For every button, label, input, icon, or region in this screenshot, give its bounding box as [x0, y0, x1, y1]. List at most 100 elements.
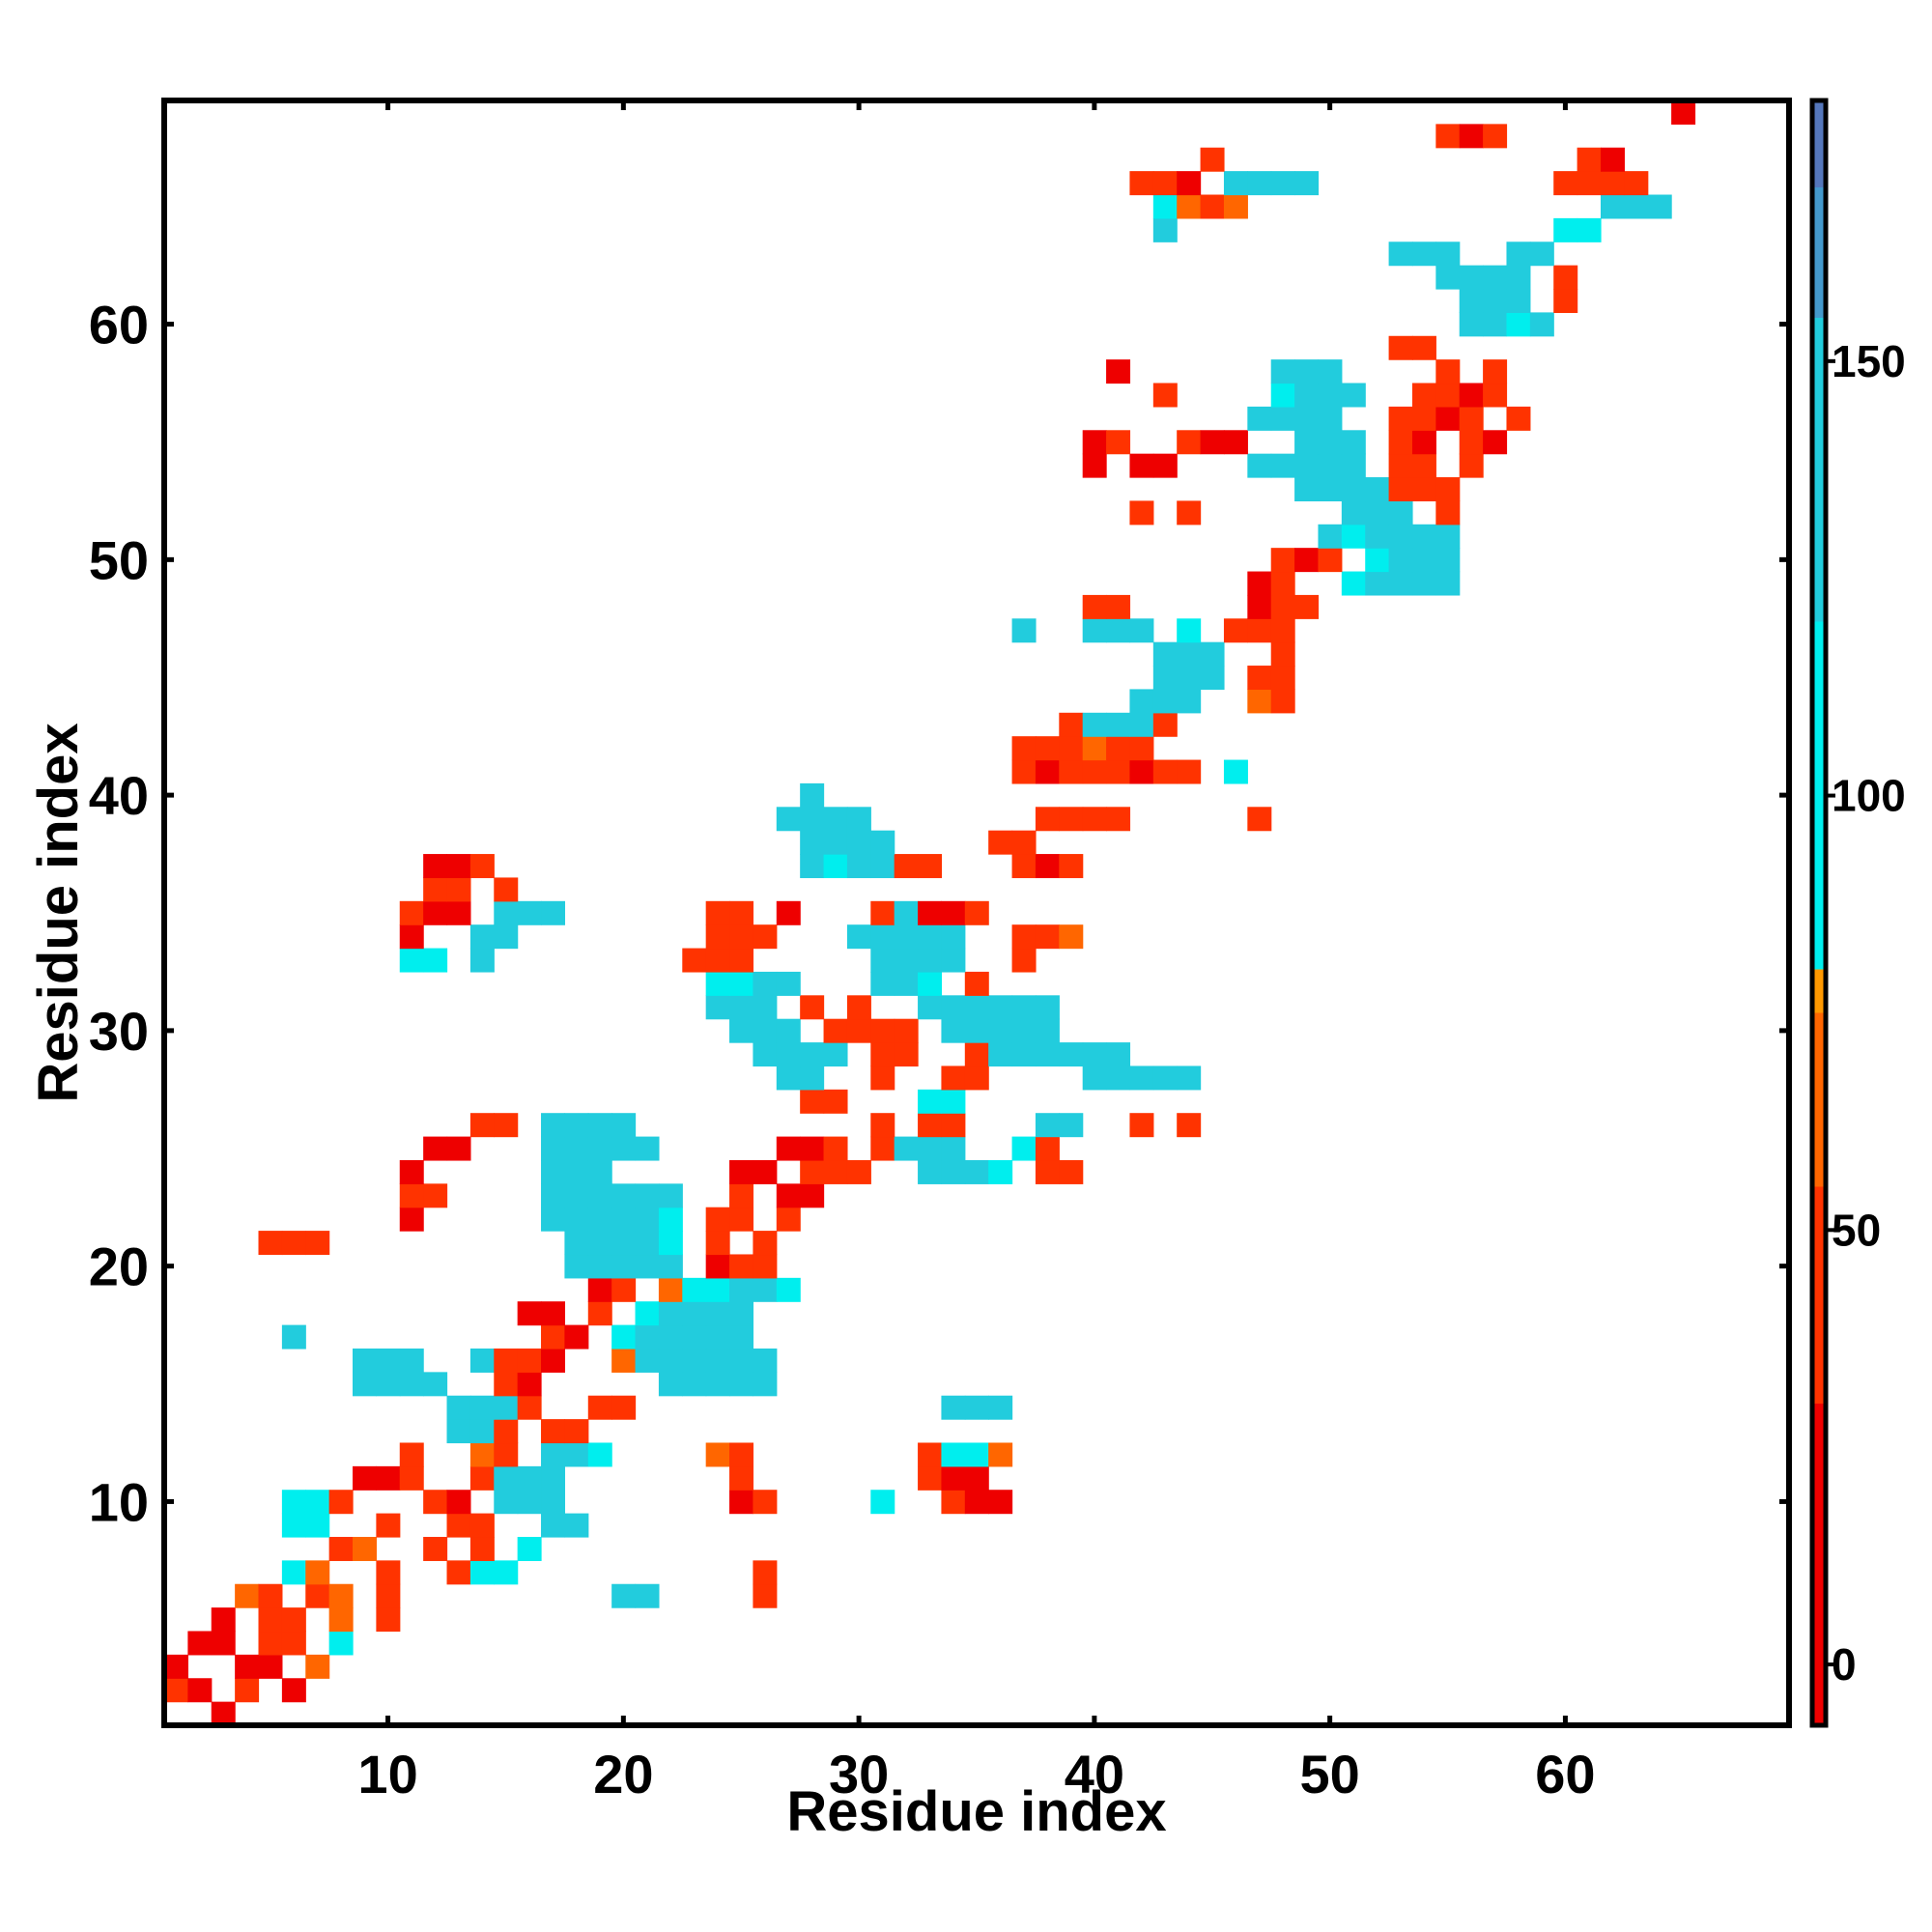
heatmap-cell: [658, 1324, 683, 1350]
heatmap-cell: [564, 1324, 589, 1350]
heatmap-cell: [305, 1560, 330, 1585]
heatmap-cell: [1059, 1113, 1084, 1138]
heatmap-cell: [941, 1018, 966, 1043]
heatmap-cell: [1388, 430, 1413, 455]
heatmap-cell: [729, 1277, 754, 1302]
heatmap-cell: [705, 1254, 730, 1279]
heatmap-cell: [705, 948, 730, 973]
heatmap-cell: [1270, 171, 1295, 196]
heatmap-cell: [423, 948, 448, 973]
heatmap-cell: [399, 1183, 424, 1208]
heatmap-cell: [281, 1678, 306, 1703]
heatmap-cell: [635, 1183, 660, 1208]
heatmap-cell: [682, 1324, 707, 1350]
heatmap-cell: [1011, 1136, 1037, 1161]
heatmap-cell: [1341, 453, 1366, 478]
colorbar-tick-label: 0: [1832, 1639, 1857, 1690]
heatmap-cell: [729, 1324, 754, 1350]
heatmap-cell: [988, 1442, 1013, 1467]
heatmap-cell: [658, 1277, 683, 1302]
heatmap-cell: [1177, 1065, 1202, 1091]
heatmap-cell: [964, 1395, 989, 1420]
heatmap-cell: [918, 995, 943, 1020]
heatmap-cell: [305, 1490, 330, 1515]
heatmap-cell: [964, 1018, 989, 1043]
heatmap-cell: [1435, 500, 1461, 526]
heatmap-cell: [682, 948, 707, 973]
heatmap-cell: [1035, 1042, 1060, 1067]
heatmap-cell: [564, 1513, 589, 1538]
heatmap-cell: [564, 1207, 589, 1232]
heatmap-cell: [1011, 1042, 1037, 1067]
heatmap-cell: [1177, 759, 1202, 784]
heatmap-cell: [823, 1018, 848, 1043]
heatmap-cell: [399, 1372, 424, 1397]
heatmap-cell: [1341, 500, 1366, 526]
heatmap-cell: [705, 1348, 730, 1373]
heatmap-cell: [1247, 689, 1272, 714]
heatmap-cell: [211, 1607, 236, 1633]
heatmap-cell: [1294, 548, 1320, 573]
heatmap-cell: [1011, 759, 1037, 784]
heatmap-cell: [846, 1159, 871, 1184]
heatmap-cell: [800, 782, 825, 808]
heatmap-cell: [846, 854, 871, 879]
heatmap-cell: [1177, 1113, 1202, 1138]
heatmap-cell: [611, 1136, 637, 1161]
heatmap-cell: [1270, 406, 1295, 431]
heatmap-cell: [353, 1348, 377, 1373]
heatmap-cell: [541, 1442, 566, 1467]
colorbar-tick-label: 50: [1832, 1205, 1881, 1255]
heatmap-cell: [1411, 524, 1436, 549]
heatmap-cell: [918, 1442, 943, 1467]
heatmap-cell: [494, 1348, 519, 1373]
heatmap-cell: [541, 1136, 566, 1161]
heatmap-cell: [1247, 406, 1272, 431]
heatmap-cell: [211, 1701, 236, 1726]
heatmap-cell: [918, 1136, 943, 1161]
heatmap-cell: [1341, 571, 1366, 596]
heatmap-cell: [1341, 430, 1366, 455]
heatmap-cell: [541, 1324, 566, 1350]
heatmap-cell: [705, 1277, 730, 1302]
heatmap-cell: [564, 1136, 589, 1161]
heatmap-cell: [1059, 1159, 1084, 1184]
heatmap-cell: [305, 1513, 330, 1538]
heatmap-cell: [800, 1089, 825, 1114]
heatmap-cell: [541, 1159, 566, 1184]
heatmap-cell: [1177, 500, 1202, 526]
heatmap-cell: [281, 1324, 306, 1350]
heatmap-cell: [658, 1301, 683, 1326]
heatmap-cell: [564, 1419, 589, 1444]
heatmap-cell: [1223, 759, 1248, 784]
heatmap-cell: [1624, 171, 1649, 196]
heatmap-cell: [635, 1348, 660, 1373]
heatmap-cell: [541, 1348, 566, 1373]
heatmap-cell: [941, 1465, 966, 1491]
heatmap-cell: [423, 1536, 448, 1561]
heatmap-cell: [305, 1654, 330, 1679]
heatmap-cell: [1200, 147, 1225, 172]
heatmap-cell: [1106, 359, 1131, 384]
heatmap-cell: [1200, 430, 1225, 455]
colorbar-tick-label: 100: [1832, 771, 1906, 821]
heatmap-cell: [494, 1560, 519, 1585]
heatmap-cell: [1035, 807, 1060, 832]
heatmap-cell: [587, 1442, 612, 1467]
heatmap-cell: [1082, 807, 1107, 832]
heatmap-cell: [611, 1254, 637, 1279]
y-axis-title: Residue index: [27, 723, 90, 1102]
heatmap-cell: [517, 1490, 542, 1515]
heatmap-cell: [1411, 477, 1436, 502]
heatmap-cell: [988, 1042, 1013, 1067]
heatmap-cell: [729, 1207, 754, 1232]
heatmap-cell: [1388, 548, 1413, 573]
heatmap-cell: [281, 1513, 306, 1538]
heatmap-cell: [1294, 453, 1320, 478]
heatmap-cell: [328, 1490, 354, 1515]
heatmap-cell: [564, 1159, 589, 1184]
heatmap-cell: [941, 1113, 966, 1138]
heatmap-cell: [1577, 217, 1602, 242]
heatmap-cell: [494, 1372, 519, 1397]
heatmap-cell: [870, 971, 895, 996]
